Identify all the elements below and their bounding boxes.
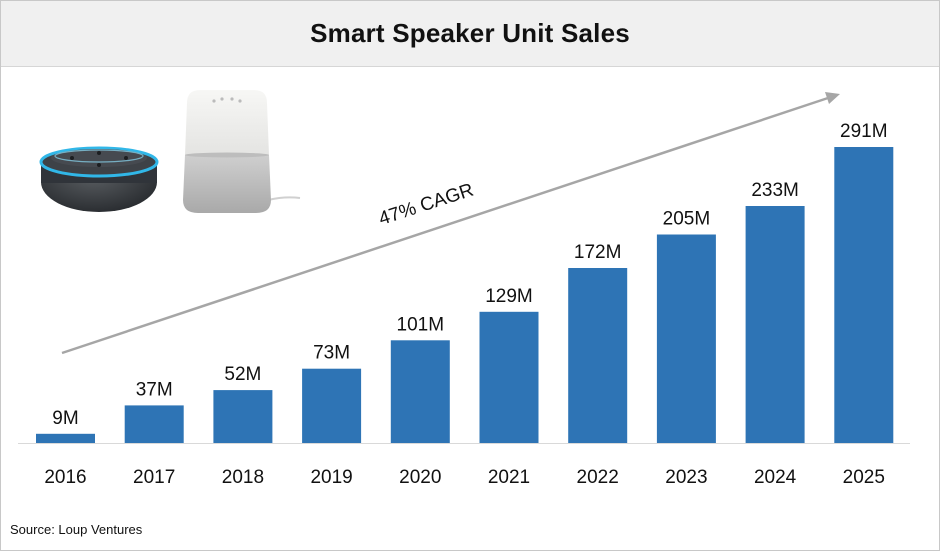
cagr-annotation: 47% CAGR [376,180,476,230]
data-label-2023: 205M [663,209,711,230]
data-label-2018: 52M [224,364,261,385]
chart-title: Smart Speaker Unit Sales [310,18,630,48]
bar-2021 [479,311,539,443]
x-tick-label-2019: 2019 [310,467,352,488]
x-tick-label-2018: 2018 [222,467,264,488]
title-bar: Smart Speaker Unit Sales [1,1,939,67]
bar-2024 [745,206,805,443]
data-label-2025: 291M [840,121,888,142]
dark-speaker-icon [39,146,159,212]
bar-2019 [302,368,362,443]
bar-2022 [568,268,628,443]
bar-2018 [213,390,273,443]
x-tick-label-2025: 2025 [843,467,885,488]
data-label-2024: 233M [751,180,799,201]
bar-2017 [124,405,184,443]
source-note: Source: Loup Ventures [10,522,143,537]
x-tick-label-2021: 2021 [488,467,530,488]
x-axis-tick-labels: 2016 2017 2018 2019 2020 2021 2022 2023 2024 2025 [44,467,885,488]
bar-2016 [36,433,95,443]
x-tick-label-2020: 2020 [399,467,441,488]
x-tick-label-2023: 2023 [665,467,707,488]
data-label-group: 9M 37M 52M 73M 101M 129M 172M 205M 233M 291M [52,121,887,429]
x-tick-label-2024: 2024 [754,467,797,488]
cagr-trend-arrow [61,92,840,355]
data-label-2021: 129M [485,286,533,307]
bar-2023 [656,234,716,443]
bar-2025 [834,147,894,443]
x-tick-label-2017: 2017 [133,467,175,488]
data-label-2022: 172M [574,242,622,263]
x-tick-label-2016: 2016 [44,467,86,488]
bar-2020 [390,340,450,443]
x-tick-label-2022: 2022 [577,467,619,488]
data-label-2020: 101M [397,314,445,335]
data-label-2019: 73M [313,343,350,364]
data-label-2017: 37M [136,379,173,400]
white-speaker-icon [183,90,301,213]
bar-group [36,147,894,443]
data-label-2016: 9M [52,408,78,429]
